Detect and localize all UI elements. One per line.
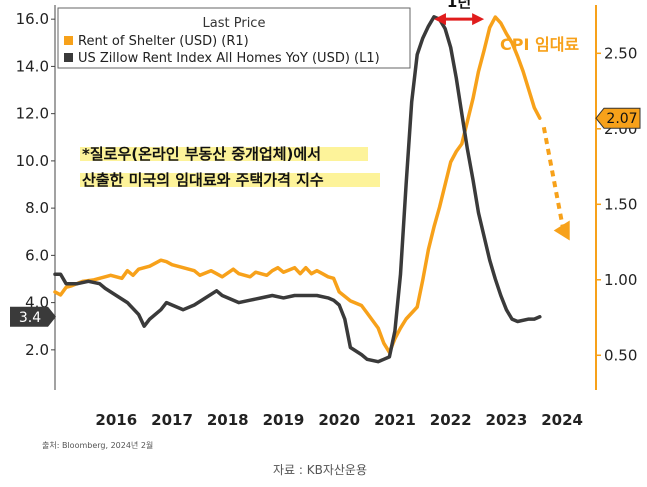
legend-frame <box>57 7 411 69</box>
x-tick-label-2019: 2019 <box>263 411 305 429</box>
x-tick-label-2021: 2021 <box>374 411 416 429</box>
x-tick-label-2024: 2024 <box>541 411 583 429</box>
lag-arrow-left-head <box>433 13 446 26</box>
legend-entry-zillow: US Zillow Rent Index All Homes YoY (USD)… <box>78 51 380 66</box>
series-layer <box>53 15 542 364</box>
tick-labels: 2.04.06.08.010.012.014.016.00.501.001.50… <box>16 10 638 429</box>
legend-swatch-orange <box>64 36 73 45</box>
source-note: 출처: Bloomberg, 2024년 2월 <box>42 440 153 450</box>
right-tick-label-0: 0.50 <box>604 346 637 364</box>
note-line-1: *질로우(온라인 부동산 중개업체)에서 <box>82 145 321 163</box>
cpi-rent-label: CPI 임대료 <box>500 35 579 54</box>
x-tick-label-2022: 2022 <box>430 411 472 429</box>
annotations-layer: 1년 CPI 임대료 3.4 2.07 <box>10 0 641 327</box>
note-line-2: 산출한 미국의 임대료와 주택가격 지수 <box>82 171 324 189</box>
legend-title: Last Price <box>203 16 266 31</box>
right-tick-label-1: 1.00 <box>604 271 637 289</box>
right-tick-label-2: 1.50 <box>604 195 637 213</box>
note-box: *질로우(온라인 부동산 중개업체)에서 산출한 미국의 임대료와 주택가격 지… <box>80 145 380 189</box>
left-tick-label-2: 6.0 <box>25 246 49 264</box>
credit-text: 자료 : KB자산운용 <box>273 463 367 477</box>
right-value-tag-text: 2.07 <box>606 111 637 127</box>
x-tick-label-2018: 2018 <box>207 411 249 429</box>
x-tick-label-2016: 2016 <box>95 411 137 429</box>
note-highlight-2 <box>80 173 380 187</box>
series-line-shelter <box>53 15 542 355</box>
axes-layer <box>51 5 601 390</box>
note-highlight-1 <box>80 147 368 161</box>
lag-arrow-right-head <box>472 13 485 26</box>
forecast-arrow-head <box>553 220 570 241</box>
left-tick-label-7: 16.0 <box>16 10 49 28</box>
x-tick-label-2023: 2023 <box>486 411 528 429</box>
lag-label: 1년 <box>447 0 471 11</box>
left-tick-label-6: 14.0 <box>16 57 49 75</box>
left-tick-label-3: 8.0 <box>25 199 49 217</box>
right-value-tag-shape <box>595 107 641 129</box>
left-tick-label-4: 10.0 <box>16 152 49 170</box>
series-line-zillow <box>53 15 542 364</box>
legend-entry-shelter: Rent of Shelter (USD) (R1) <box>78 34 249 49</box>
left-tick-label-5: 12.0 <box>16 105 49 123</box>
legend-swatch-dark <box>64 53 73 62</box>
left-value-tag-shape <box>10 306 56 327</box>
left-value-tag-text: 3.4 <box>19 310 41 326</box>
right-tick-label-4: 2.50 <box>604 44 637 62</box>
forecast-arrow-shaft <box>541 126 565 227</box>
legend: Last Price Rent of Shelter (USD) (R1) US… <box>57 7 411 69</box>
x-tick-label-2017: 2017 <box>151 411 193 429</box>
left-tick-label-0: 2.0 <box>25 341 49 359</box>
x-tick-label-2020: 2020 <box>318 411 360 429</box>
